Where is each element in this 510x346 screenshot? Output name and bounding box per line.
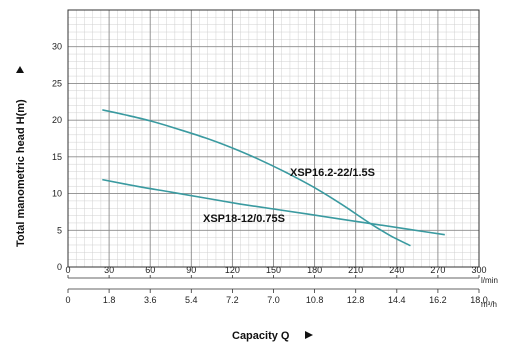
x-axis-title: Capacity Q <box>232 330 313 342</box>
x2-tick-label: 14.4 <box>388 295 406 305</box>
x-tick-label: 240 <box>389 265 404 275</box>
x2-unit-label: m³/h <box>481 300 497 309</box>
x2-tick-label: 12.8 <box>347 295 365 305</box>
x-tick-label: 150 <box>266 265 281 275</box>
x-tick-label: 270 <box>430 265 445 275</box>
series-line-xsp18 <box>102 178 445 236</box>
x-axis-label: Capacity Q <box>232 330 290 342</box>
series-layer <box>102 109 445 247</box>
y-axis-title: Total manometric head H(m) <box>15 66 27 247</box>
major-grid <box>68 10 479 267</box>
y-tick-label: 20 <box>52 115 62 125</box>
y-tick-label: 25 <box>52 78 62 88</box>
x2-tick-label: 7.2 <box>226 295 239 305</box>
x2-tick-label: 18.0 <box>470 295 488 305</box>
x-axis-ticks: 0 30 60 90 120 150 180 210 240 270 300 <box>65 265 487 279</box>
minor-grid <box>68 10 479 267</box>
series-label-xsp18: XSP18-12/0.75S <box>203 213 285 225</box>
x-tick-label: 0 <box>65 265 70 275</box>
y-axis-ticks: 0 5 10 15 20 25 30 <box>52 42 62 272</box>
x-tick-label: 90 <box>186 265 196 275</box>
y-tick-label: 10 <box>52 189 62 199</box>
x-tick-label: 210 <box>348 265 363 275</box>
x2-axis-ticks: 0 1.8 3.6 5.4 7.2 7.0 10.8 12.8 14.4 16.2 18.0 <box>65 288 488 305</box>
x-tick-label: 30 <box>104 265 114 275</box>
x2-tick-label: 10.8 <box>306 295 324 305</box>
x2-tick-label: 5.4 <box>185 295 198 305</box>
x2-tick-label: 16.2 <box>429 295 447 305</box>
x-unit-label: l/min <box>481 276 498 285</box>
x-tick-label: 60 <box>145 265 155 275</box>
x2-tick-label: 0 <box>65 295 70 305</box>
y-tick-label: 5 <box>57 225 62 235</box>
x2-tick-label: 1.8 <box>103 295 116 305</box>
x2-tick-label: 7.0 <box>267 295 280 305</box>
series-label-xsp16: XSP16.2-22/1.5S <box>290 167 375 179</box>
x-tick-label: 300 <box>471 265 486 275</box>
x-tick-label: 180 <box>307 265 322 275</box>
y-tick-label: 0 <box>57 262 62 272</box>
y-axis-label: Total manometric head H(m) <box>15 99 27 247</box>
x-axis-arrow-icon <box>305 331 313 339</box>
plot-area <box>67 9 480 268</box>
x-tick-label: 120 <box>225 265 240 275</box>
y-axis-arrow-icon <box>16 66 24 73</box>
y-tick-label: 30 <box>52 42 62 52</box>
y-tick-label: 15 <box>52 152 62 162</box>
x2-tick-label: 3.6 <box>144 295 157 305</box>
